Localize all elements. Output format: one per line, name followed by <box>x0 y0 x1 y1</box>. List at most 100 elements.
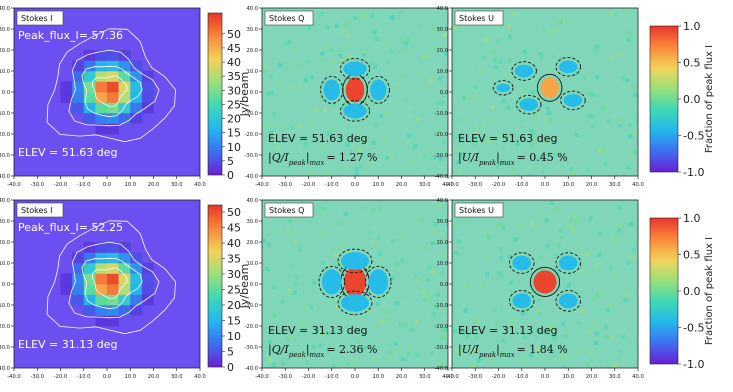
beam-pixel <box>95 81 108 93</box>
beam-pixel <box>107 60 119 72</box>
noise-pixel <box>269 150 274 155</box>
y-tick-label: -10.0 <box>0 303 10 309</box>
noise-pixel <box>442 253 447 258</box>
noise-pixel <box>268 74 273 79</box>
noise-pixel <box>483 37 488 42</box>
x-tick-label: 20.0 <box>148 374 160 380</box>
colorbar-tick-label: 45 <box>227 42 241 55</box>
beam-pixel <box>83 81 96 93</box>
beam-pixel <box>95 273 108 285</box>
noise-pixel <box>305 59 310 64</box>
noise-pixel <box>325 350 330 355</box>
noise-pixel <box>346 361 351 366</box>
noise-pixel <box>439 312 444 317</box>
beam-pixel <box>130 113 143 124</box>
noise-pixel <box>389 15 394 20</box>
noise-pixel <box>617 124 622 129</box>
positive-lobe <box>343 266 367 298</box>
y-tick-label: 10.0 <box>436 261 448 267</box>
ratio-part: max <box>310 351 325 359</box>
noise-pixel <box>303 78 308 83</box>
noise-pixel <box>496 271 501 276</box>
colorbar-tick-label: 5 <box>227 155 234 168</box>
y-tick-label: 20.0 <box>436 48 448 54</box>
noise-pixel <box>478 66 483 71</box>
noise-pixel <box>333 253 338 258</box>
beam-pixel <box>107 71 119 82</box>
beam-pixel <box>118 273 131 285</box>
negative-lobe <box>519 98 539 111</box>
colorbar-tick-label: -1.0 <box>683 358 704 371</box>
noise-pixel <box>441 363 446 368</box>
noise-pixel <box>512 12 517 17</box>
noise-pixel <box>318 98 323 103</box>
panel-title: Stokes I <box>21 14 52 23</box>
axes-2: -40.0 -30.0 -20.0 -10.0 0.0 10.0 20.0 30.0 40.0 4… <box>435 6 644 188</box>
noise-pixel <box>501 99 506 104</box>
panel-title: Stokes U <box>459 14 494 23</box>
noise-pixel <box>420 289 425 294</box>
label-box <box>264 202 314 218</box>
noise-pixel <box>326 131 331 136</box>
noise-pixel <box>281 361 286 366</box>
noise-pixel <box>290 200 295 205</box>
noise-pixel <box>338 53 343 58</box>
noise-pixel <box>363 98 368 103</box>
noise-pixel <box>365 109 370 114</box>
colorbar-tick-label: 50 <box>227 28 241 41</box>
noise-pixel <box>418 71 423 76</box>
ratio-part: max <box>500 159 515 167</box>
noise-pixel <box>635 112 638 117</box>
colorbar-tick-label: 0.5 <box>683 57 701 70</box>
x-tick-label: -30.0 <box>279 374 292 380</box>
noise-pixel <box>406 352 411 357</box>
noise-pixel <box>406 37 411 42</box>
beam-pixel <box>118 294 131 306</box>
noise-pixel <box>385 155 390 160</box>
noise-pixel <box>311 344 316 349</box>
noise-pixel <box>519 223 524 228</box>
y-tick-label: 20.0 <box>0 240 10 246</box>
pol-contour <box>339 58 371 80</box>
x-tick-label: -40.0 <box>445 374 458 380</box>
noise-pixel <box>506 73 511 78</box>
noise-pixel <box>388 356 393 361</box>
noise-pixel <box>515 141 520 146</box>
noise-pixel <box>541 27 546 32</box>
beam-pixel <box>60 81 73 93</box>
noise-pixel <box>332 58 337 63</box>
noise-pixel <box>289 84 294 89</box>
noise-pixel <box>564 19 569 24</box>
x-tick-label: -10.0 <box>325 182 338 188</box>
noise-pixel <box>527 303 532 308</box>
beam-pixel <box>60 273 73 285</box>
x-tick-label: 40.0 <box>632 374 644 380</box>
noise-pixel <box>446 244 448 249</box>
noise-pixel <box>495 56 500 61</box>
noise-pixel <box>287 40 292 45</box>
pol-contour <box>555 252 582 274</box>
noise-pixel <box>597 232 602 237</box>
noise-pixel <box>519 358 524 363</box>
ratio-part: = 2.36 % <box>326 343 377 356</box>
noise-pixel <box>341 29 346 34</box>
noise-pixel <box>322 230 327 235</box>
noise-pixel <box>283 41 288 46</box>
negative-lobe <box>341 252 369 270</box>
noise-pixel <box>422 246 427 251</box>
noise-pixel <box>628 122 633 127</box>
noise-pixel <box>440 328 445 333</box>
noise-pixel <box>553 26 558 31</box>
negative-lobe <box>323 79 340 101</box>
noise-pixel <box>282 60 287 65</box>
noise-pixel <box>288 335 293 340</box>
noise-pixel <box>483 136 488 141</box>
elevation-label: ELEV = 31.13 deg <box>458 324 557 337</box>
beam-pixel <box>60 92 73 103</box>
noise-pixel <box>459 168 464 173</box>
colorbar-tick-label: 0.0 <box>683 93 701 106</box>
noise-pixel <box>263 64 268 69</box>
x-tick-label: 20.0 <box>148 182 160 188</box>
noise-pixel <box>376 324 381 329</box>
y-tick-label: -10.0 <box>435 303 448 309</box>
